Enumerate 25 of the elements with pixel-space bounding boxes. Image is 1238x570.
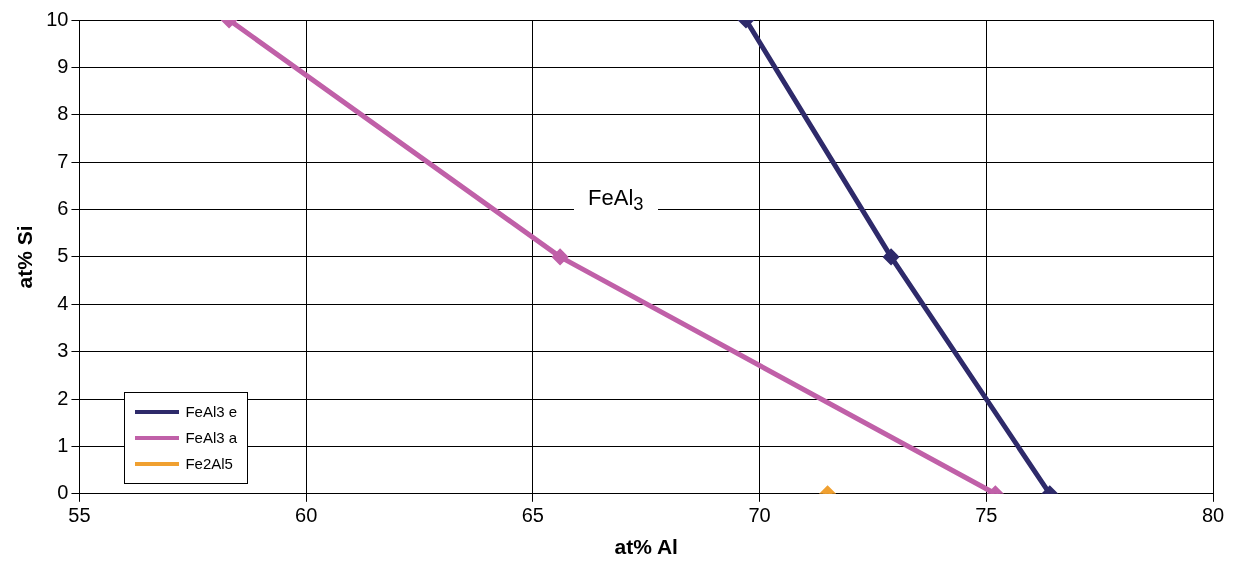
y-tick-label: 3 (57, 339, 69, 362)
y-axis-title: at% Si (13, 225, 37, 289)
point (883, 249, 899, 265)
y-tick-label: 5 (57, 244, 69, 267)
x-tick-label: 60 (295, 504, 318, 527)
x-tick-label: 80 (1201, 504, 1225, 527)
x-tick-label: 75 (975, 504, 998, 527)
y-tick-label: 7 (57, 149, 69, 172)
x-tick-label: 70 (748, 504, 771, 527)
x-axis-title: at% Al (614, 535, 678, 559)
y-tick-label: 4 (57, 291, 69, 314)
annotation: FeAl$_{3}$ (574, 183, 658, 218)
y-tick-label: 8 (57, 102, 69, 125)
y-tick-label: 10 (46, 7, 69, 30)
y-tick-label: 9 (57, 54, 69, 77)
point (552, 249, 568, 265)
y-tick-label: 2 (57, 386, 69, 409)
y-tick-label: 6 (57, 197, 69, 220)
legend-label: FeAl3 a (185, 429, 238, 447)
legend-label: Fe2Al5 (185, 455, 233, 473)
y-tick-label: 1 (57, 433, 69, 456)
x-tick-label: 65 (521, 504, 544, 527)
legend-label: FeAl3 e (185, 403, 238, 421)
x-tick-label: 55 (68, 504, 91, 527)
y-tick-label: 0 (57, 481, 69, 504)
